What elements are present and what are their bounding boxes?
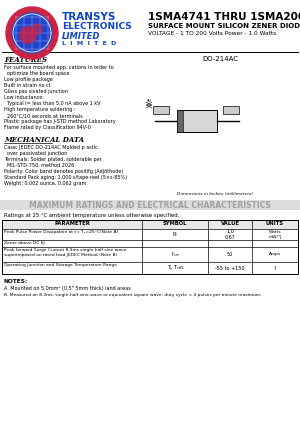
Text: Plastic package has J-STD method Laboratory: Plastic package has J-STD method Laborat…: [4, 119, 116, 124]
Text: P₂: P₂: [172, 232, 177, 237]
Text: B. Measured on 8.3ms, single-half sine-wave or equivalent square wave, duty cycl: B. Measured on 8.3ms, single-half sine-w…: [4, 293, 261, 297]
Text: Polarity: Color band denotes positifg (Adjöthode): Polarity: Color band denotes positifg (A…: [4, 169, 123, 174]
Text: DO-214AC: DO-214AC: [202, 56, 238, 62]
Text: Low profile package: Low profile package: [4, 77, 53, 82]
Text: TRANSYS: TRANSYS: [62, 12, 116, 22]
Bar: [2, 220, 298, 274]
Text: FEATURES: FEATURES: [4, 56, 47, 64]
Circle shape: [12, 13, 52, 53]
Text: High temperature soldering :: High temperature soldering :: [4, 107, 76, 112]
Text: Flame rated by Classification 94V-0: Flame rated by Classification 94V-0: [4, 125, 91, 130]
Text: 50: 50: [227, 252, 233, 257]
Bar: [2, 220, 298, 229]
Text: NOTES:: NOTES:: [4, 279, 28, 284]
Text: A. Mounted on 5.0mm² (0.5" 5mm thick) land areas: A. Mounted on 5.0mm² (0.5" 5mm thick) la…: [4, 286, 131, 291]
Text: Amps: Amps: [269, 252, 281, 257]
Bar: [153, 106, 169, 114]
Text: Built in strain no ct: Built in strain no ct: [4, 83, 51, 88]
Circle shape: [20, 27, 36, 43]
Text: Zener above DC 6J: Zener above DC 6J: [4, 241, 45, 245]
Text: SYMBOL: SYMBOL: [163, 221, 187, 226]
Text: Watts
mW/°J: Watts mW/°J: [268, 230, 282, 239]
Circle shape: [32, 24, 42, 34]
Text: MIL-STD-750, method 2026: MIL-STD-750, method 2026: [4, 163, 74, 168]
Text: over passivated junction: over passivated junction: [4, 151, 67, 156]
Text: PARAMETER: PARAMETER: [54, 221, 90, 226]
Text: ELECTRONICS: ELECTRONICS: [62, 22, 132, 31]
Text: Terminals: Solder plated, solderable per: Terminals: Solder plated, solderable per: [4, 157, 102, 162]
Text: Glass pas sivated junction: Glass pas sivated junction: [4, 89, 68, 94]
Bar: [223, 106, 239, 114]
Bar: [0, 200, 300, 210]
Bar: [177, 110, 217, 132]
Text: Typical I= less than 5.0 nA above 1 kV: Typical I= less than 5.0 nA above 1 kV: [4, 101, 101, 106]
Text: -55 to +150: -55 to +150: [215, 266, 245, 270]
Text: For surface mounted app. cations in order to: For surface mounted app. cations in orde…: [4, 65, 114, 70]
Text: LIMITED: LIMITED: [62, 32, 100, 41]
Bar: [177, 110, 183, 132]
Text: optimize the board space: optimize the board space: [4, 71, 70, 76]
Text: Tⱼ, Tₛₜɢ: Tⱼ, Tₛₜɢ: [167, 266, 183, 270]
Text: Weight: 0.002 ounce, 0.062 gram: Weight: 0.002 ounce, 0.062 gram: [4, 181, 86, 186]
Text: (A): (A): [146, 99, 152, 103]
Text: Low inductance:: Low inductance:: [4, 95, 44, 100]
Text: 1.0
0.67: 1.0 0.67: [225, 229, 236, 240]
Text: °J: °J: [273, 266, 277, 270]
Text: UNITS: UNITS: [266, 221, 284, 226]
Text: VOLTAGE - 1 TO 200 Volts Power - 1.0 Watts: VOLTAGE - 1 TO 200 Volts Power - 1.0 Wat…: [148, 31, 276, 36]
Text: L  I  M  I  T  E  D: L I M I T E D: [62, 41, 116, 46]
Text: MECHANICAL DATA: MECHANICAL DATA: [4, 136, 84, 144]
Text: SURFACE MOUNT SILICON ZENER DIODE: SURFACE MOUNT SILICON ZENER DIODE: [148, 23, 300, 29]
Text: VALUE: VALUE: [220, 221, 239, 226]
Text: Standard Pack aging: 1,000 s/tape-reel (5×s-85%): Standard Pack aging: 1,000 s/tape-reel (…: [4, 175, 127, 180]
Circle shape: [6, 7, 58, 59]
Text: Peak forward Surge Current 8.3ms single half sine wave
superimposed on rated loa: Peak forward Surge Current 8.3ms single …: [4, 248, 126, 257]
Text: Case: JEDEC DO-214AC Molded p astic: Case: JEDEC DO-214AC Molded p astic: [4, 145, 98, 150]
Text: 260°C/10 seconds at terminals: 260°C/10 seconds at terminals: [4, 113, 83, 118]
Text: MAXIMUM RATINGS AND ELECTRICAL CHARACTERISTICS: MAXIMUM RATINGS AND ELECTRICAL CHARACTER…: [29, 201, 271, 210]
Text: Peak Pulse Power Dissipation at t= Tₐ=25°C(Note A): Peak Pulse Power Dissipation at t= Tₐ=25…: [4, 230, 118, 234]
Text: Operating Junction and Storage Temperature Range: Operating Junction and Storage Temperatu…: [4, 263, 117, 267]
Text: Dimensions in Inches (millimeters): Dimensions in Inches (millimeters): [177, 192, 253, 196]
Text: 1SMA4741 THRU 1SMA200Z: 1SMA4741 THRU 1SMA200Z: [148, 12, 300, 22]
Text: Iᶠₛₘ: Iᶠₛₘ: [171, 252, 179, 257]
Text: Ratings at 25 °C ambient temperature unless otherwise specified.: Ratings at 25 °C ambient temperature unl…: [4, 213, 179, 218]
